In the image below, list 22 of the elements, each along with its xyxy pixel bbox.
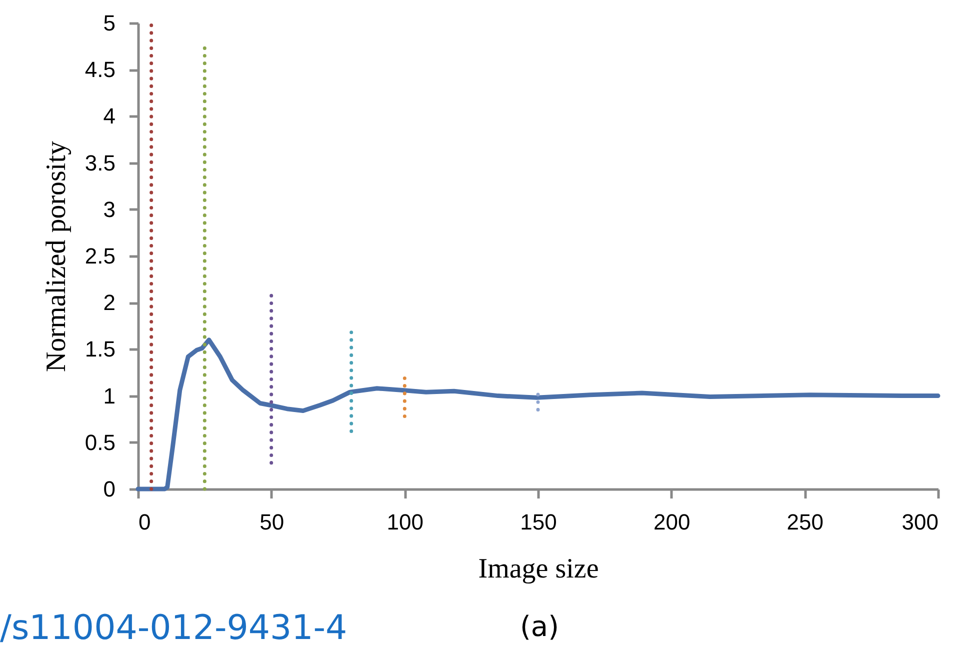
x-axis-title: Image size — [478, 554, 599, 584]
text: /s11004-012-9431-4 — [0, 608, 348, 648]
y-tick-label: 4.5 — [84, 57, 116, 82]
y-tick-label: 5 — [103, 10, 116, 36]
x-tick-label: 250 — [786, 510, 824, 534]
y-tick-label: 0 — [103, 476, 116, 502]
y-tick-label: 3 — [103, 196, 116, 222]
y-axis-title: Normalized porosity — [40, 141, 72, 372]
text: (a) — [520, 610, 560, 643]
x-tick-label: 300 — [902, 510, 938, 534]
x-tick-label: 0 — [138, 510, 151, 534]
y-tick-label: 2 — [103, 290, 116, 316]
y-tick-label: 0.5 — [84, 430, 116, 455]
x-tick-label: 150 — [520, 510, 557, 534]
x-tick-label: 200 — [653, 510, 690, 534]
y-tick-label: 4 — [103, 104, 116, 129]
x-tick-label: 50 — [260, 510, 284, 534]
y-tick-label: 2.5 — [84, 244, 116, 268]
y-tick-label: 1.5 — [84, 336, 116, 362]
y-tick-label: 1 — [103, 383, 116, 408]
y-tick-label: 3.5 — [84, 150, 116, 176]
x-tick-label: 100 — [386, 510, 424, 534]
